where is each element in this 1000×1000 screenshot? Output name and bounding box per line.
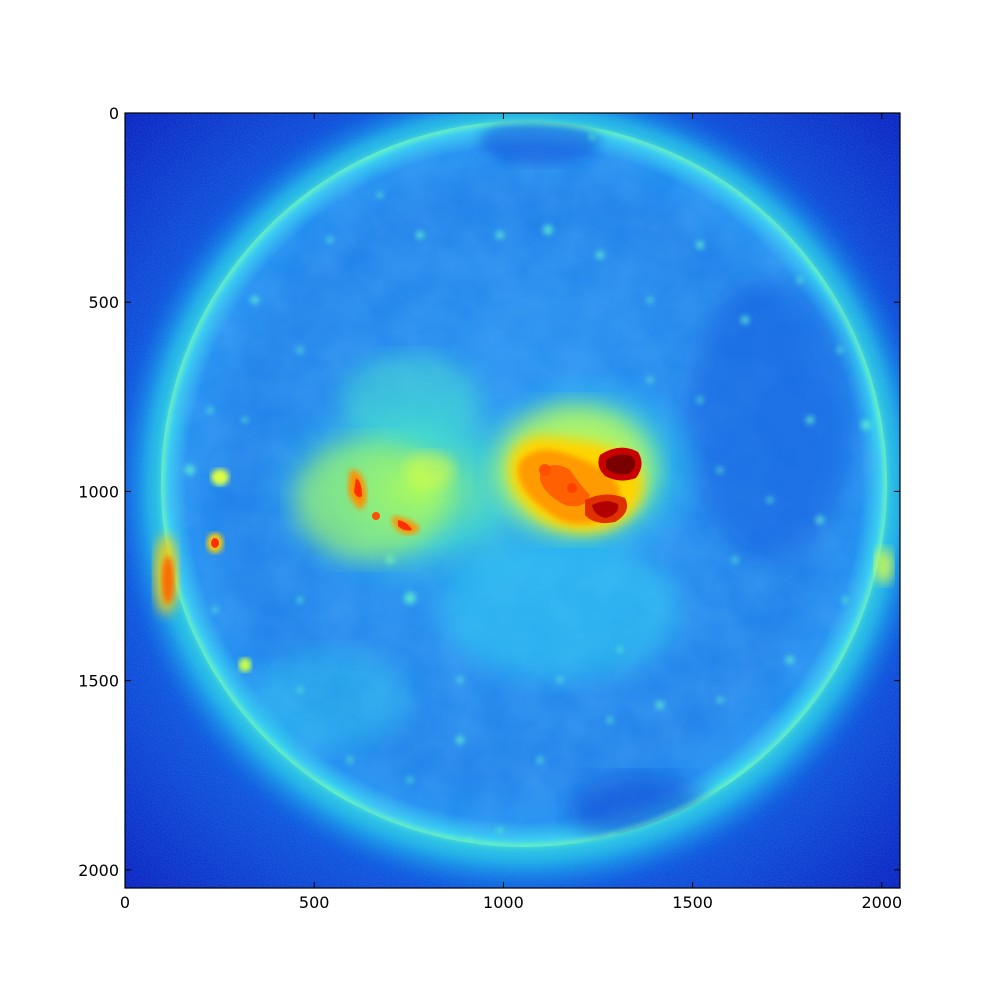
limb-ring xyxy=(160,120,888,848)
y-tick-label: 1000 xyxy=(78,482,119,501)
active-region-left xyxy=(207,469,251,672)
y-axis: 0 500 1000 1500 2000 xyxy=(78,104,900,880)
y-tick-label: 500 xyxy=(88,293,119,312)
dark-region-top xyxy=(480,121,600,165)
lower-bright-band xyxy=(440,540,680,680)
dark-region-right xyxy=(685,280,855,560)
limb-active-right xyxy=(875,548,893,584)
x-tick-label: 2000 xyxy=(861,893,902,912)
x-tick-label: 1000 xyxy=(483,893,524,912)
y-tick-label: 2000 xyxy=(78,861,119,880)
upper-central-bright xyxy=(340,355,480,445)
x-axis: 0 500 1000 1500 2000 xyxy=(120,113,902,912)
limb-active-left xyxy=(154,535,178,615)
x-tick-label: 1500 xyxy=(672,893,713,912)
y-tick-label: 1500 xyxy=(78,672,119,691)
bottom-left-bright xyxy=(250,650,410,750)
x-tick-label: 500 xyxy=(299,893,330,912)
x-tick-label: 0 xyxy=(120,893,130,912)
y-tick-label: 0 xyxy=(109,104,119,123)
limb-ring-outer xyxy=(150,113,898,858)
active-region-center xyxy=(295,440,455,560)
plot-area xyxy=(125,113,900,888)
active-region-main xyxy=(470,370,710,570)
axes-frame xyxy=(124,112,901,889)
